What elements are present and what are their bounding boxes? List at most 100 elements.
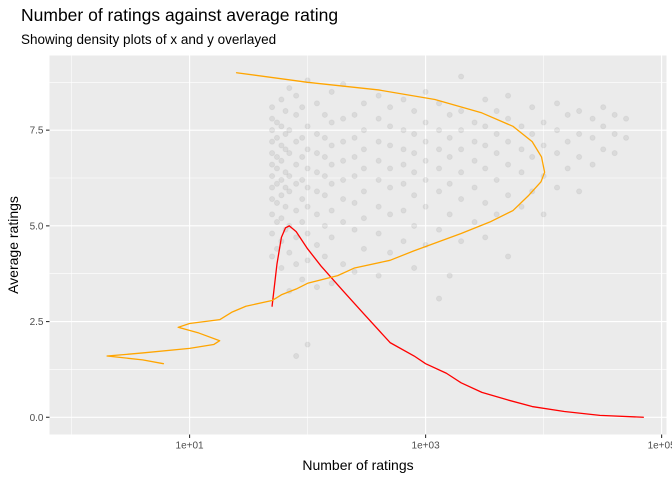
- scatter-point: [351, 226, 358, 233]
- scatter-point: [360, 100, 367, 107]
- scatter-point: [304, 184, 311, 191]
- scatter-point: [611, 111, 618, 118]
- scatter-point: [360, 188, 367, 195]
- scatter-point: [340, 261, 347, 268]
- scatter-point: [458, 195, 465, 203]
- scatter-point: [458, 107, 465, 115]
- scatter-point: [564, 138, 571, 145]
- scatter-point: [504, 115, 512, 122]
- scatter-point: [458, 73, 465, 80]
- scatter-point: [518, 146, 525, 153]
- scatter-point: [282, 107, 289, 115]
- scatter-point: [286, 150, 293, 157]
- scatter-point: [360, 146, 367, 153]
- scatter-point: [304, 203, 311, 210]
- scatter-point: [435, 188, 443, 195]
- scatter-point: [611, 150, 618, 157]
- scatter-point: [293, 261, 300, 268]
- scatter-point: [482, 142, 489, 149]
- scatter-point: [471, 119, 478, 126]
- scatter-point: [282, 184, 289, 191]
- scatter-point: [360, 165, 367, 172]
- scatter-point: [471, 218, 478, 226]
- scatter-point: [328, 88, 335, 95]
- scatter-point: [328, 119, 335, 126]
- scatter-point: [278, 176, 285, 184]
- scatter-point: [268, 253, 276, 260]
- scatter-point: [313, 241, 321, 249]
- major-gridlines: [49, 55, 667, 435]
- scatter-point: [313, 100, 321, 107]
- scatter-point: [482, 234, 489, 241]
- scatter-point: [299, 176, 306, 184]
- scatter-point: [286, 249, 293, 256]
- scatter-point: [504, 161, 512, 168]
- scatter-point: [611, 130, 618, 138]
- y-tick-label: 7.5: [30, 126, 44, 137]
- scatter-point: [340, 157, 347, 164]
- scatter-point: [422, 119, 429, 126]
- scatter-point: [471, 138, 478, 145]
- scatter-point: [313, 284, 321, 291]
- scatter-point: [351, 153, 358, 161]
- scatter-point: [540, 142, 547, 149]
- y-tick-label: 5.0: [30, 221, 44, 232]
- scatter-point: [273, 218, 281, 226]
- scatter-point: [446, 180, 453, 187]
- scatter-point: [268, 184, 276, 191]
- scatter-point: [268, 150, 276, 157]
- scatter-point: [360, 215, 367, 222]
- scatter-point: [493, 211, 500, 218]
- scatter-point: [589, 134, 596, 141]
- scatter-point: [273, 119, 281, 126]
- density-lines: [106, 72, 644, 418]
- scatter-point: [482, 199, 489, 206]
- scatter-point: [375, 115, 382, 122]
- scatter-point: [400, 146, 407, 153]
- scatter-point: [299, 218, 306, 226]
- scatter-point: [328, 207, 335, 214]
- scatter-point: [435, 226, 443, 233]
- scatter-point: [518, 169, 525, 176]
- scatter-point: [293, 234, 300, 241]
- scatter-point: [540, 119, 547, 126]
- scatter-point: [375, 272, 382, 279]
- scatter-point: [446, 272, 453, 279]
- scatter-point: [351, 199, 358, 206]
- scatter-point: [313, 150, 321, 157]
- scatter-point: [446, 153, 453, 161]
- scatter-point: [304, 123, 311, 130]
- scatter-point: [386, 123, 394, 130]
- scatter-point: [375, 230, 382, 237]
- scatter-point: [482, 165, 489, 172]
- scatter-point: [278, 264, 285, 272]
- scatter-point: [600, 146, 607, 153]
- scatter-point: [504, 92, 512, 99]
- scatter-point: [299, 104, 306, 111]
- scatter-point: [293, 111, 300, 118]
- scatter-point: [518, 203, 525, 210]
- y-tick-label: 0.0: [30, 413, 44, 424]
- scatter-point: [482, 96, 489, 103]
- scatter-point: [411, 222, 418, 229]
- scatter-point: [411, 264, 418, 272]
- x-density-line: [271, 225, 644, 418]
- scatter-point: [351, 172, 358, 180]
- scatter-point: [268, 172, 276, 180]
- scatter-point: [268, 115, 276, 122]
- scatter-point: [589, 161, 596, 168]
- scatter-point: [313, 130, 321, 138]
- scatter-point: [482, 123, 489, 130]
- scatter-point: [493, 130, 500, 138]
- y-axis-ticks: 0.0 2.5 5.0 7.5: [30, 126, 50, 424]
- scatter-point: [386, 211, 394, 218]
- scatter-point: [321, 172, 328, 180]
- scatter-point: [493, 150, 500, 157]
- scatter-point: [321, 134, 328, 141]
- scatter-point: [321, 153, 328, 161]
- scatter-point: [321, 222, 328, 229]
- scatter-point: [286, 172, 293, 180]
- y-density-line: [106, 72, 546, 365]
- scatter-point: [304, 230, 311, 237]
- scatter-point: [268, 104, 276, 111]
